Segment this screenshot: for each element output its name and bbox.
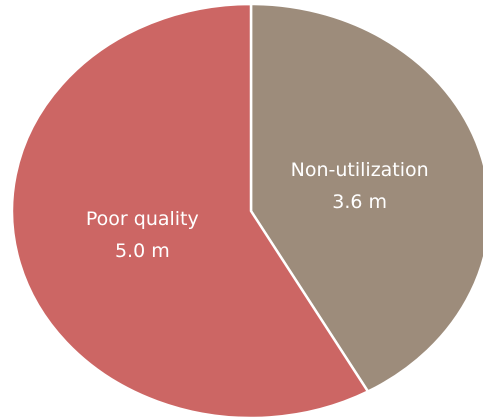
slice-label: Non-utilization bbox=[291, 159, 429, 181]
slice-value-label: 3.6 m bbox=[332, 191, 387, 213]
slice-label: Poor quality bbox=[86, 208, 199, 230]
pie-slice bbox=[249, 2, 483, 393]
slice-value-label: 5.0 m bbox=[115, 240, 170, 262]
